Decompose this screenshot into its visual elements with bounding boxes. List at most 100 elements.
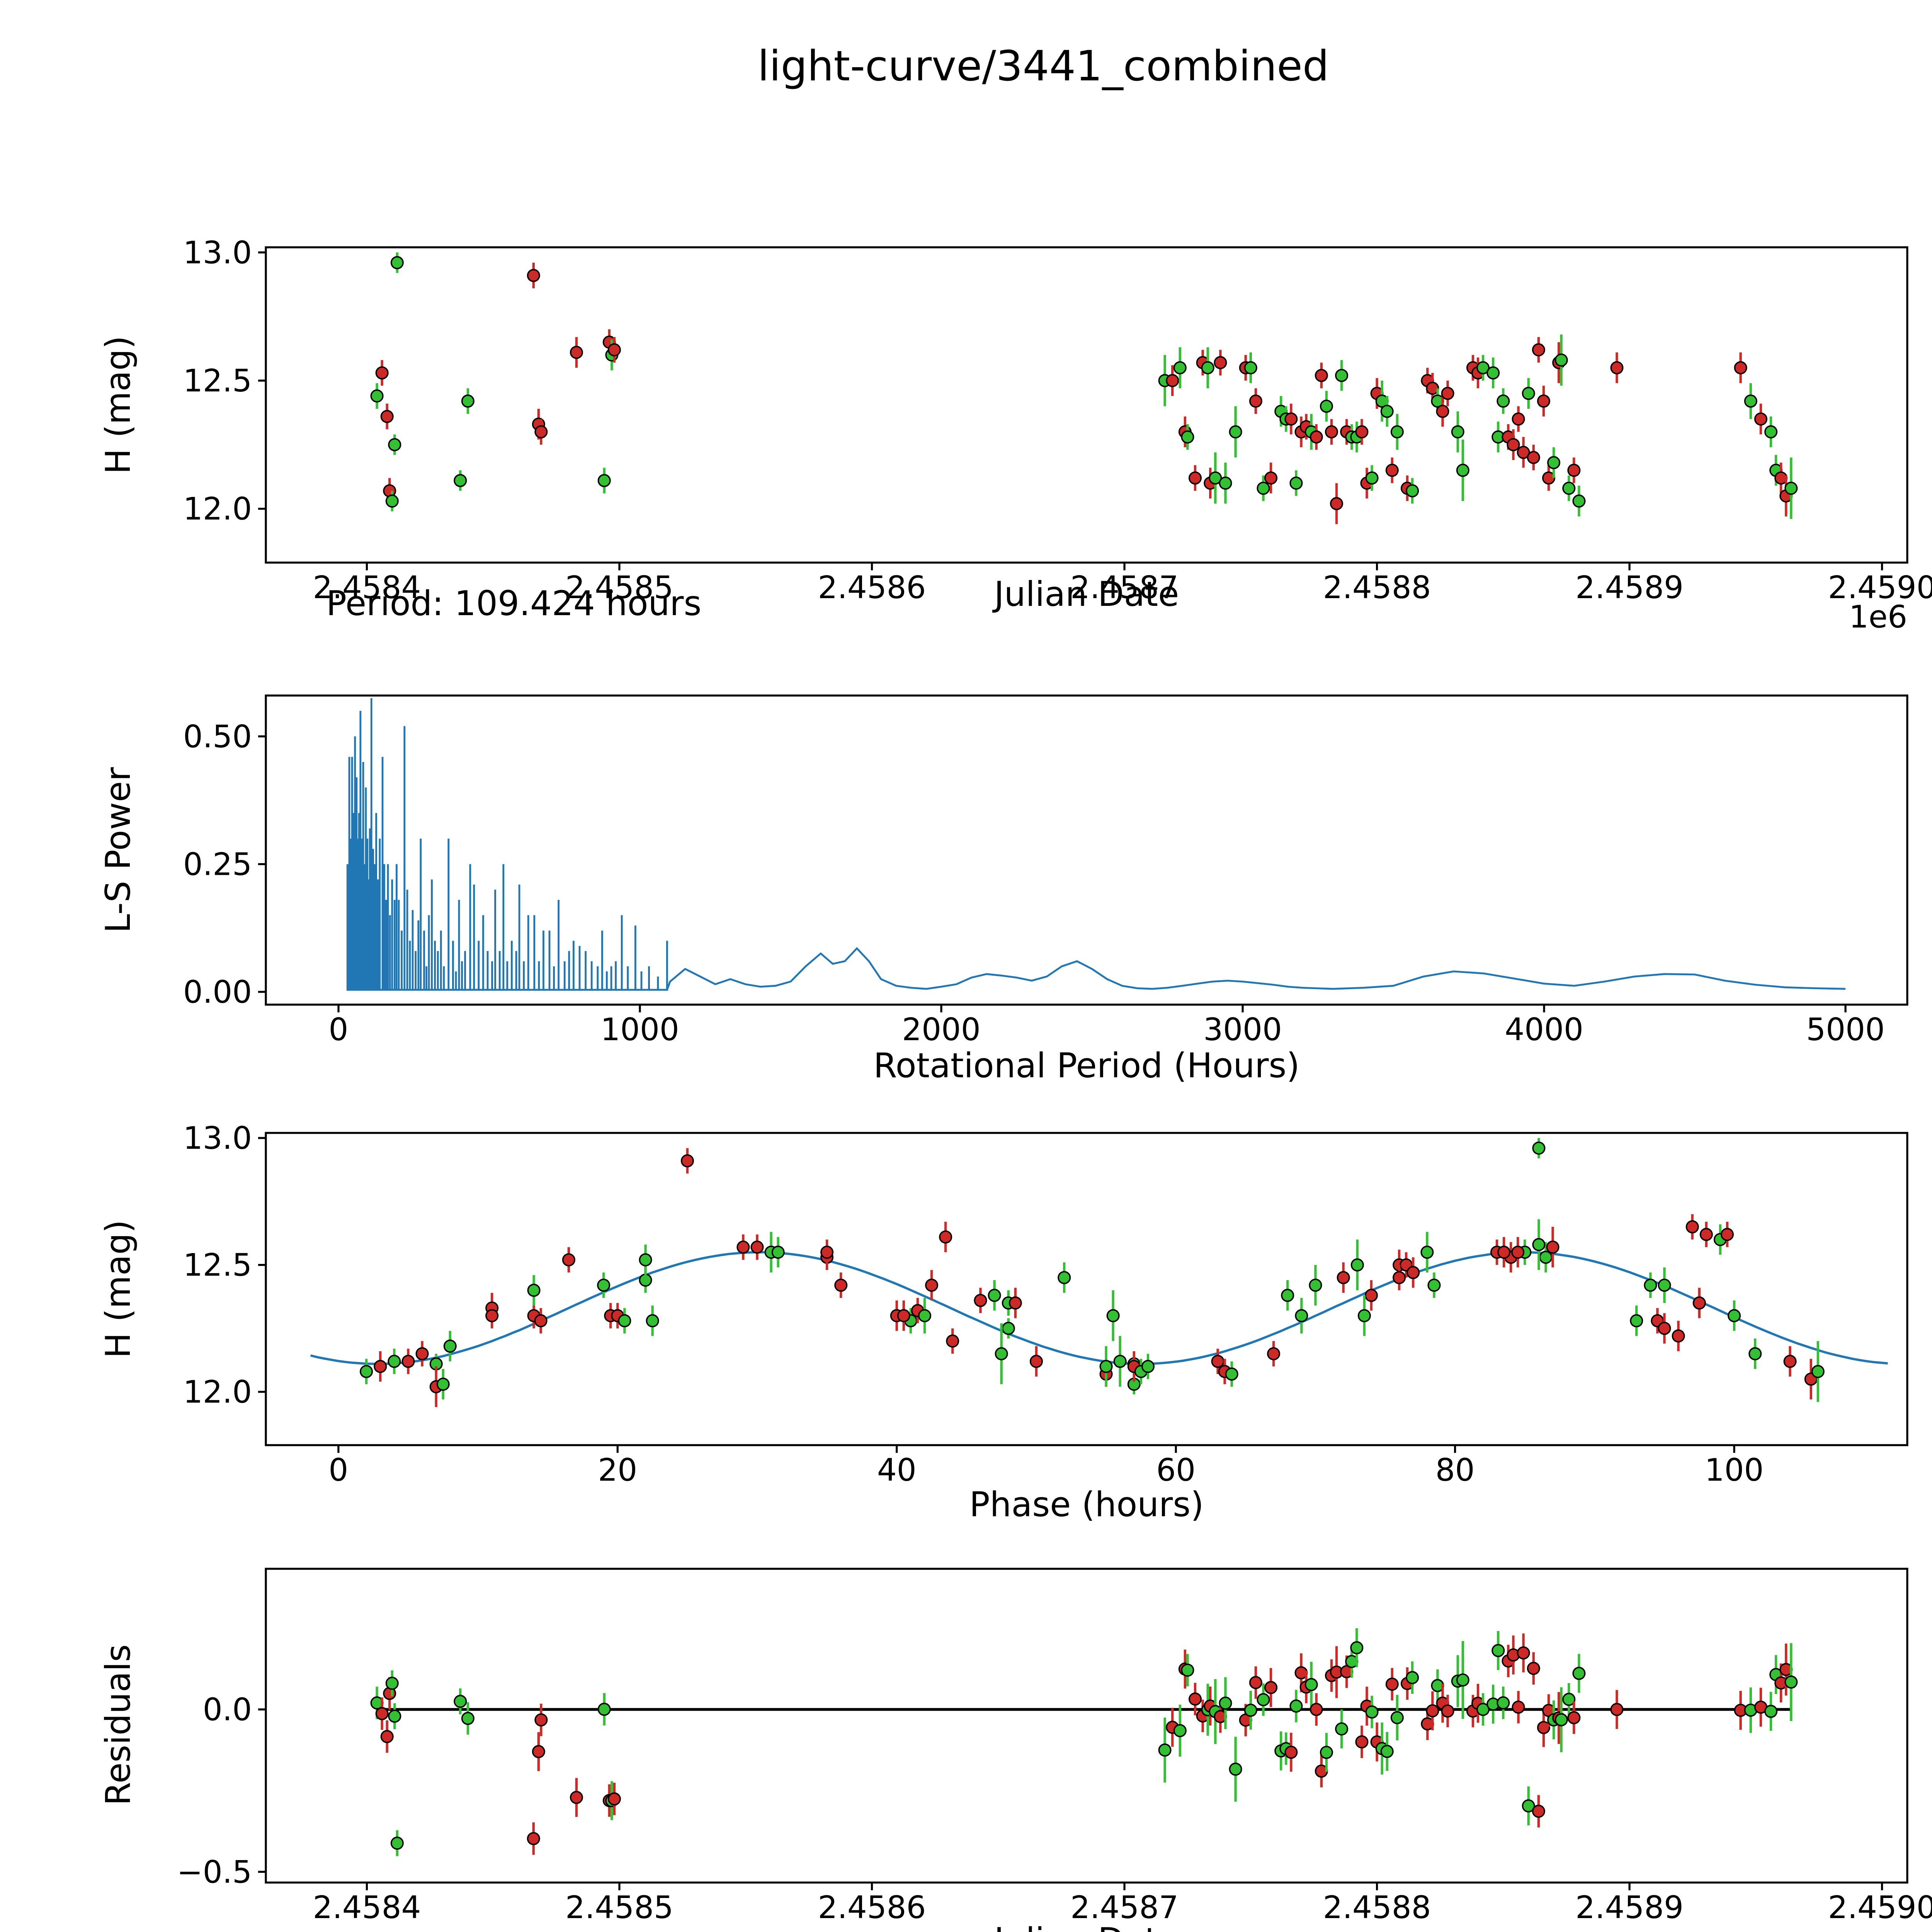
data-point <box>1029 1355 1043 1368</box>
panel1-offset-label: 1e6 <box>1849 599 1907 635</box>
data-point <box>1811 1365 1825 1378</box>
data-point <box>1166 374 1179 387</box>
data-point <box>1721 1228 1734 1241</box>
data-point <box>415 1347 429 1361</box>
x-tick-label: 2.4585 <box>565 1889 673 1925</box>
data-point <box>1436 405 1449 418</box>
data-point <box>461 395 474 408</box>
data-point <box>680 1154 694 1168</box>
data-point <box>1644 1279 1657 1292</box>
data-point <box>1355 425 1369 439</box>
data-point <box>1685 1220 1699 1234</box>
data-point <box>534 1713 548 1727</box>
data-point <box>1219 476 1232 490</box>
data-point <box>1547 456 1561 469</box>
plot-border <box>265 1568 1908 1884</box>
data-point <box>1229 1762 1242 1776</box>
x-tick-label: 4000 <box>1505 1012 1583 1048</box>
data-point <box>1427 1279 1441 1292</box>
data-point <box>1441 1704 1454 1718</box>
panel3-xlabel: Phase (hours) <box>969 1485 1204 1524</box>
data-point <box>1692 1296 1706 1310</box>
panel3-ylabel: H (mag) <box>98 1220 138 1358</box>
data-point <box>1476 1702 1490 1716</box>
period-annotation: Period: 109.424 hours <box>326 583 701 623</box>
data-point <box>1512 1701 1525 1714</box>
data-point <box>1406 1266 1420 1279</box>
data-point <box>385 1677 399 1690</box>
data-point <box>1532 343 1545 357</box>
data-point <box>380 410 394 423</box>
panel4-xlabel: Julian Date <box>992 1920 1179 1932</box>
data-point <box>401 1355 415 1368</box>
data-point <box>1567 464 1581 477</box>
data-point <box>1209 471 1222 485</box>
data-point <box>939 1230 952 1244</box>
data-point <box>1310 430 1323 444</box>
data-point <box>1229 425 1242 439</box>
x-tick-label: 2.4584 <box>313 1889 421 1925</box>
data-point <box>1554 353 1568 367</box>
data-point <box>1325 425 1338 439</box>
panel-3: 0 20 40 60 80 100 13.0 12.5 12.0 <box>183 1120 1908 1488</box>
data-point <box>1610 361 1624 374</box>
data-point <box>1784 481 1798 495</box>
x-tick-label: 2.4584 <box>313 570 421 605</box>
panel4-ylabel: Residuals <box>98 1644 138 1805</box>
data-point <box>1517 1646 1530 1660</box>
data-point <box>390 1837 404 1850</box>
data-point <box>1658 1321 1671 1335</box>
data-point <box>1630 1314 1643 1328</box>
data-point <box>436 1378 450 1391</box>
data-point <box>1295 1309 1308 1322</box>
data-point <box>1320 400 1333 413</box>
data-point <box>1264 1681 1278 1694</box>
data-point <box>1380 405 1394 418</box>
y-tick-label: 12.0 <box>183 1374 252 1410</box>
data-point <box>1219 1696 1232 1710</box>
data-point <box>925 1279 939 1292</box>
data-point <box>974 1294 987 1307</box>
x-tick-label: 2.4586 <box>818 570 926 605</box>
x-tick-label: 3000 <box>1203 1012 1282 1048</box>
data-point <box>388 1709 401 1723</box>
y-tick-label: 12.5 <box>183 1247 252 1283</box>
data-point <box>1320 1746 1333 1759</box>
data-point <box>1141 1360 1155 1373</box>
data-point <box>1009 1296 1022 1310</box>
data-point <box>527 1284 541 1297</box>
data-point <box>1315 369 1328 382</box>
x-tick-label: 2.4588 <box>1323 1889 1431 1925</box>
data-point <box>1189 1692 1202 1706</box>
data-point <box>1476 361 1490 374</box>
data-point <box>1189 471 1202 485</box>
plot-border <box>265 694 1908 1006</box>
data-point <box>1211 1355 1225 1368</box>
data-point <box>597 1279 611 1292</box>
data-point <box>607 343 621 357</box>
data-point <box>375 366 389 380</box>
data-point <box>1330 497 1344 510</box>
data-point <box>597 1702 611 1716</box>
data-point <box>1658 1279 1671 1292</box>
x-tick-label: 2.4589 <box>1575 570 1684 605</box>
x-tick-label: 2.4585 <box>565 570 673 605</box>
data-point <box>1113 1355 1127 1368</box>
data-point <box>1456 1673 1469 1687</box>
data-point <box>1783 1355 1797 1368</box>
data-point <box>1406 1671 1419 1684</box>
data-point <box>750 1240 764 1254</box>
data-point <box>1264 471 1278 485</box>
data-point <box>570 345 583 359</box>
x-tick-label: 20 <box>598 1452 637 1488</box>
x-tick-label: 2.4586 <box>818 1889 926 1925</box>
x-tick-label: 5000 <box>1806 1012 1885 1048</box>
data-point <box>1365 1705 1379 1719</box>
y-tick-label: 0.25 <box>183 846 252 882</box>
data-point <box>1364 1289 1378 1302</box>
data-point <box>1304 1678 1318 1691</box>
data-point <box>1728 1309 1741 1322</box>
data-point <box>1355 1735 1369 1748</box>
